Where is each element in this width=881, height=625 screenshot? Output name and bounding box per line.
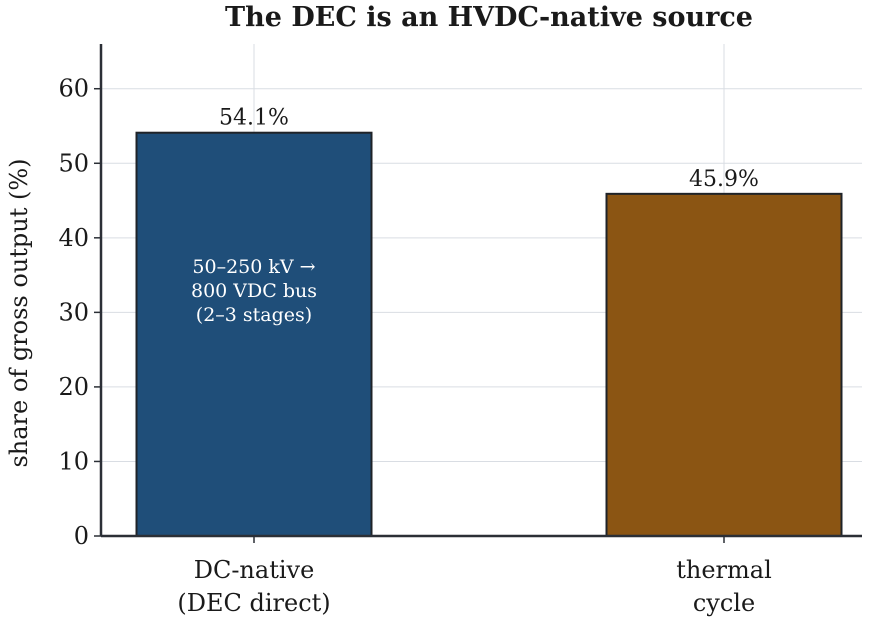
y-tick-label: 10 — [58, 447, 89, 475]
x-tick-label: DC-native (DEC direct) — [177, 556, 330, 617]
y-tick-label: 30 — [58, 298, 89, 326]
annotation-line: 50–250 kV → — [192, 256, 315, 278]
bar-1 — [135, 131, 373, 538]
axes — [94, 44, 862, 543]
y-axis-label: share of gross output (%) — [5, 158, 33, 467]
y-tick-label: 0 — [74, 522, 89, 550]
data-label-2: 45.9% — [689, 167, 759, 192]
data-labels: 54.1% 45.9% — [219, 106, 759, 192]
y-tick-label: 40 — [58, 224, 89, 252]
annotation-line: 800 VDC bus — [191, 280, 317, 302]
y-tick-label: 60 — [58, 75, 89, 103]
data-label-1: 54.1% — [219, 106, 289, 131]
y-tick-label: 20 — [58, 373, 89, 401]
bar-2 — [605, 192, 843, 537]
y-tick-label: 50 — [58, 149, 89, 177]
x-tick-label: thermal cycle — [676, 556, 772, 617]
x-tick-label-line: DC-native — [194, 556, 315, 584]
x-tick-labels: DC-native (DEC direct) thermal cycle — [177, 556, 771, 617]
y-tick-labels: 0 10 20 30 40 50 60 — [58, 75, 89, 550]
x-tick-label-line: cycle — [693, 589, 755, 617]
annotations: 50–250 kV → 800 VDC bus (2–3 stages) — [191, 256, 317, 326]
x-tick-label-line: (DEC direct) — [177, 589, 330, 617]
annotation-line: (2–3 stages) — [196, 304, 312, 326]
bar-annotation: 50–250 kV → 800 VDC bus (2–3 stages) — [191, 256, 317, 326]
bars — [135, 131, 843, 538]
x-tick-label-line: thermal — [676, 556, 772, 584]
chart-title: The DEC is an HVDC-native source — [225, 2, 753, 33]
